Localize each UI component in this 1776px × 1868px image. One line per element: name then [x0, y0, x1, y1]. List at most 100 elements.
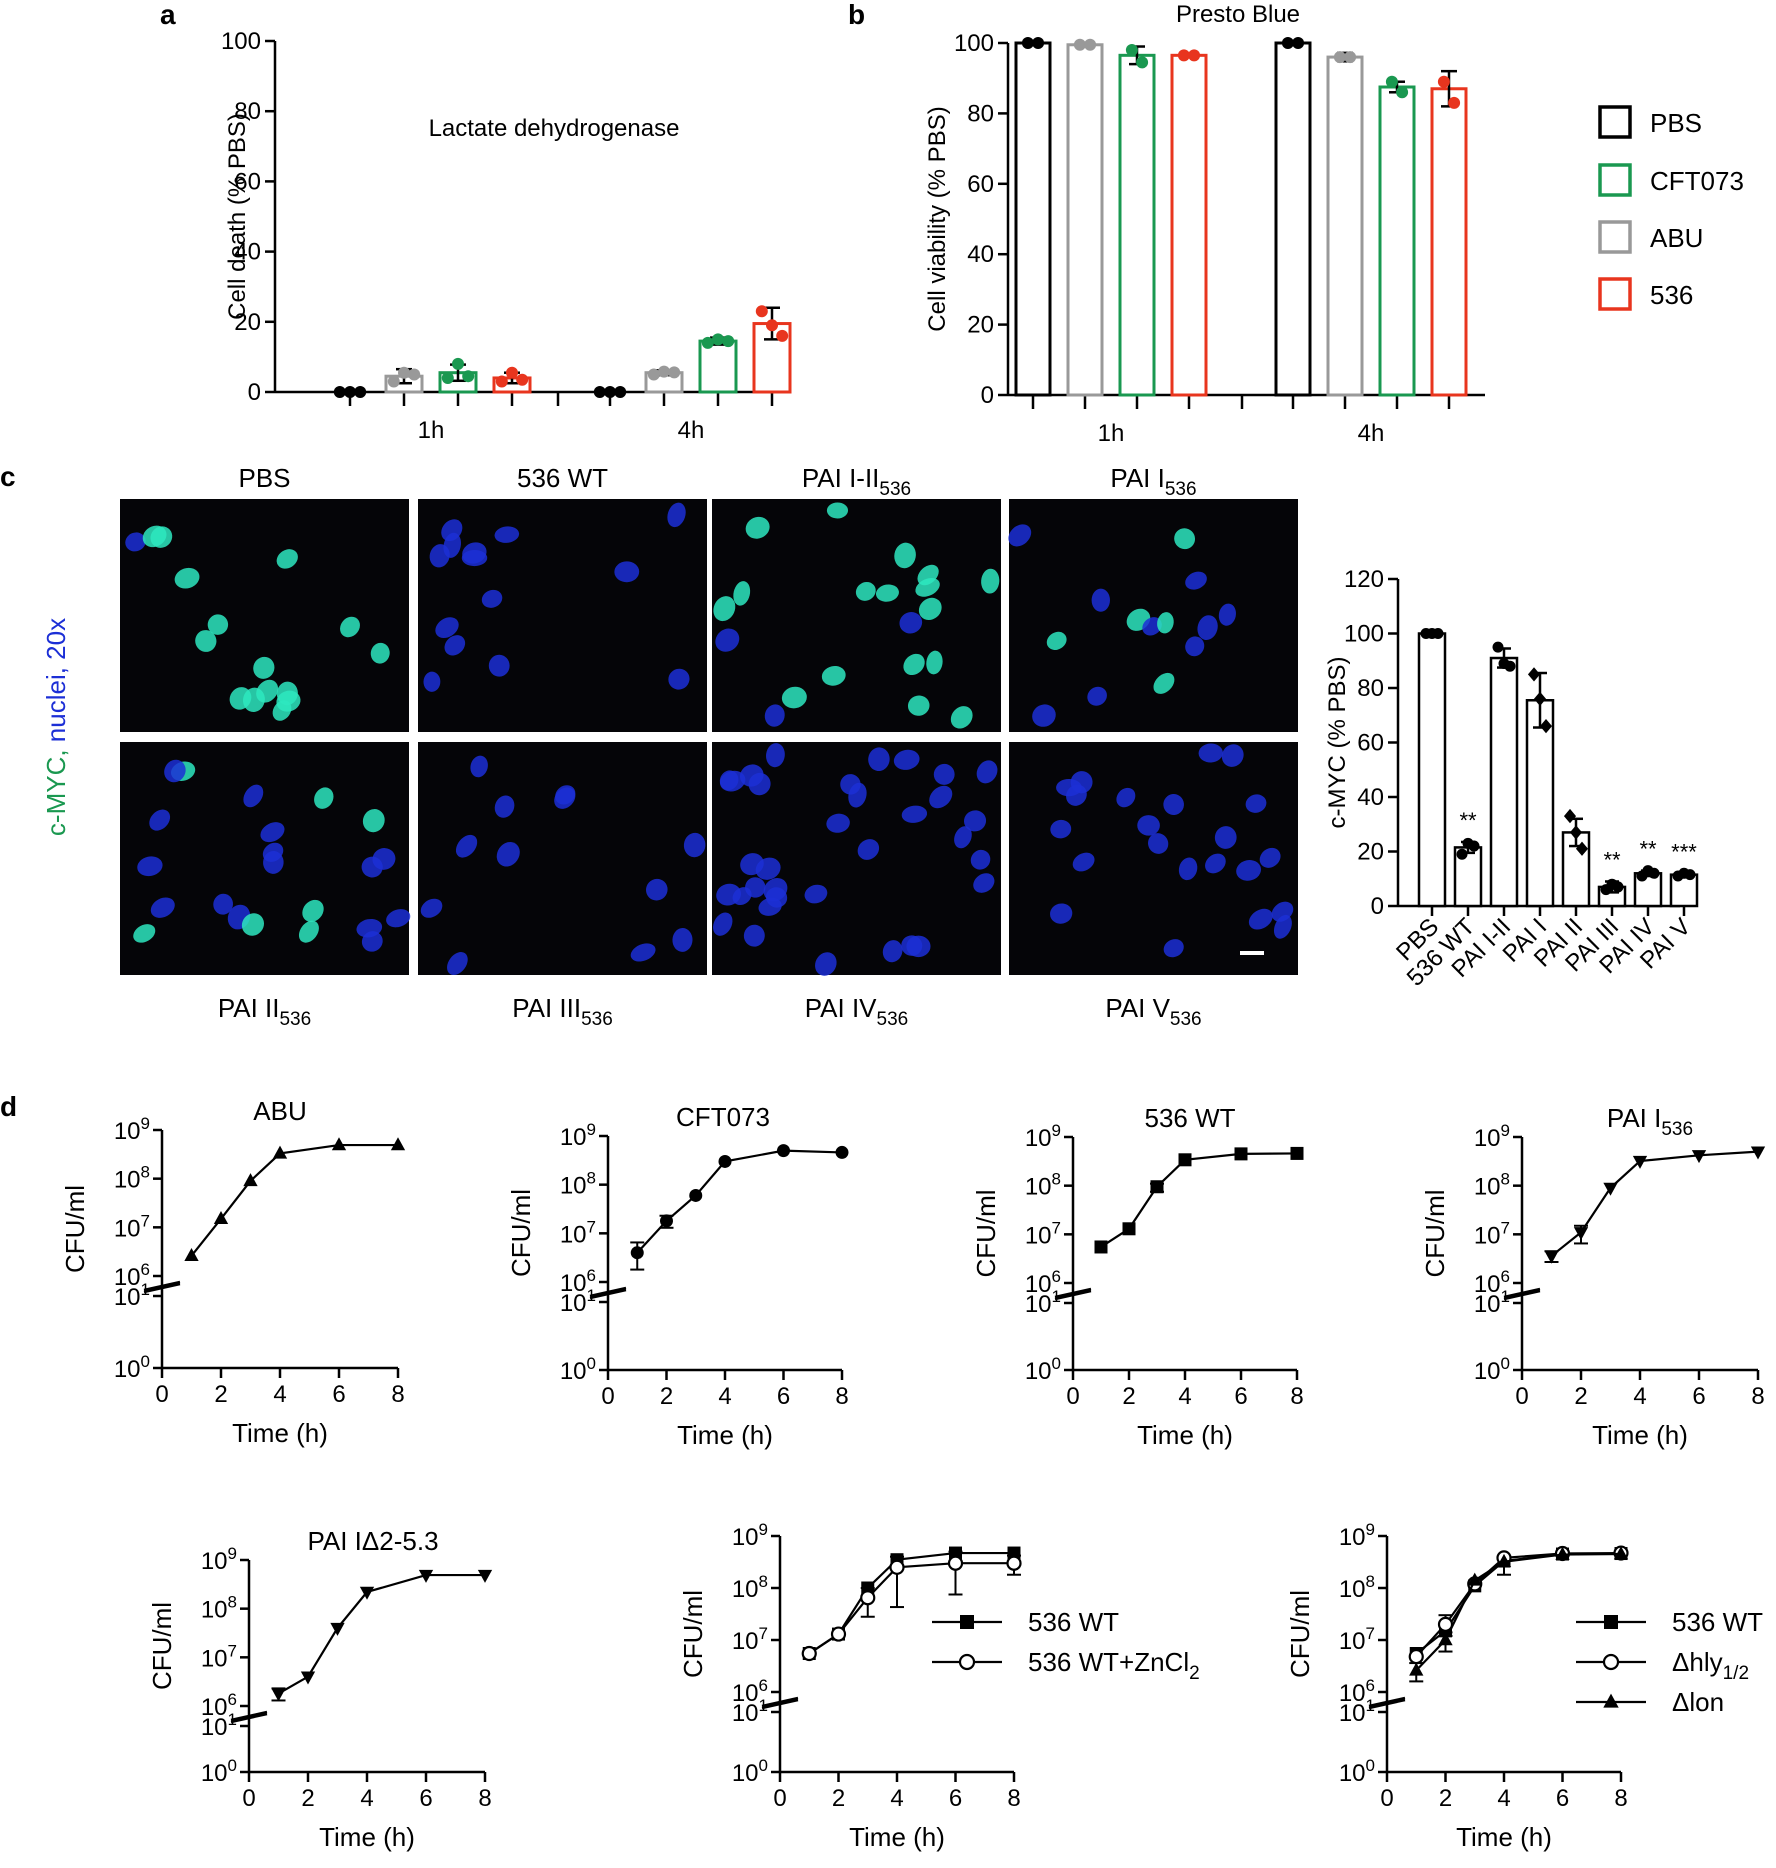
nucleus [1046, 631, 1067, 650]
x-tick-label: 2 [1439, 1785, 1452, 1812]
x-tick-label: 2 [832, 1785, 845, 1812]
nucleus [915, 578, 940, 597]
y-tick-label-sub: 8 [228, 1593, 237, 1612]
micrograph-title: 536 WT [517, 463, 608, 493]
y-tick-label-sub: 9 [759, 1520, 768, 1539]
y-tick-label-sub: 7 [759, 1624, 768, 1643]
y-tick-label: 108 [114, 1163, 150, 1194]
data-point [1648, 867, 1660, 879]
nucleus [804, 884, 828, 904]
data-point [1122, 1222, 1136, 1236]
micrograph-title-sub: 536 [877, 1009, 909, 1030]
y-tick-label: 100 [114, 1352, 150, 1383]
y-tick-label-sub: 6 [1366, 1676, 1375, 1695]
nucleus [174, 567, 200, 589]
nucleus [815, 952, 837, 976]
micrograph-title-base: PAI IV [805, 993, 877, 1023]
y-tick-label-sub: 7 [141, 1211, 150, 1230]
data-point [1612, 881, 1624, 893]
chart-title: CFT073 [676, 1102, 770, 1132]
data-point [1563, 808, 1577, 824]
legend-marker [1604, 1615, 1618, 1629]
x-axis-label: Time (h) [677, 1420, 773, 1450]
data-point [1492, 641, 1504, 653]
y-tick-label: 106 [732, 1676, 768, 1707]
nucleus [1157, 612, 1174, 634]
data-point [1408, 1648, 1424, 1665]
y-tick-label-sub: 8 [587, 1169, 596, 1188]
data-point [1344, 51, 1357, 64]
micrograph-title: PAI I536 [1110, 463, 1196, 500]
axis-break [589, 1288, 627, 1300]
y-tick-label: 100 [201, 1756, 237, 1787]
data-point [1684, 869, 1696, 881]
y-tick-label: 100 [954, 30, 994, 57]
x-tick-label: 0 [1515, 1383, 1528, 1410]
group-label: 1h [1098, 420, 1125, 447]
y-tick-label-base: 10 [201, 1645, 228, 1672]
data-point [668, 366, 681, 379]
data-point [630, 1246, 644, 1260]
y-tick-label: 109 [1025, 1121, 1061, 1152]
y-tick-label: 108 [201, 1593, 237, 1624]
data-point [271, 1688, 286, 1702]
y-tick-label-base: 10 [560, 1358, 587, 1385]
nucleus [1205, 853, 1226, 874]
bar-cft073-4h [1378, 85, 1416, 397]
nucleus [743, 924, 765, 947]
y-tick-label: 107 [114, 1211, 150, 1242]
nucleus [150, 897, 175, 918]
panel-letter-c: c [0, 461, 16, 492]
data-point [593, 386, 606, 398]
data-point [1613, 1546, 1629, 1560]
nucleus [1116, 787, 1136, 808]
nucleus [1087, 686, 1107, 706]
data-point [1006, 1555, 1022, 1571]
chart-title: Lactate dehydrogenase [429, 115, 680, 142]
nucleus [362, 809, 385, 833]
nucleus [857, 839, 880, 860]
micrograph-title: PAI II536 [218, 993, 311, 1030]
data-point [1544, 1250, 1559, 1264]
y-tick-label: 101 [1025, 1287, 1061, 1318]
data-point [604, 386, 616, 398]
bar-pai-i-ii [1489, 656, 1519, 908]
chart-title-base: PAI IΔ2-5.3 [307, 1526, 438, 1556]
y-tick-label-base: 10 [1474, 1358, 1501, 1385]
y-tick-label-base: 10 [201, 1714, 228, 1741]
nucleus [443, 532, 462, 558]
series-line [1550, 1150, 1759, 1257]
panel-letter-d: d [0, 1091, 17, 1122]
micrograph-title: PAI III536 [512, 993, 613, 1030]
y-tick-label: 100 [1344, 621, 1384, 648]
data-point [1438, 1632, 1453, 1646]
y-tick-label-sub: 9 [587, 1120, 596, 1139]
data-point [1136, 56, 1149, 69]
micrograph-title: PAI I-II536 [802, 463, 911, 500]
data-point [452, 357, 464, 370]
data-point [462, 370, 475, 383]
bar-pbs-1h [1014, 41, 1052, 397]
micrograph-title-sub: 536 [1165, 479, 1197, 500]
y-tick-label-base: 10 [201, 1694, 228, 1721]
group-label: 4h [678, 417, 705, 444]
nucleus [954, 826, 972, 849]
x-tick-label: 0 [773, 1785, 786, 1812]
data-point [722, 335, 735, 348]
nucleus [1050, 903, 1073, 924]
nucleus [164, 759, 186, 783]
y-tick-label: 106 [560, 1266, 596, 1297]
series-line [636, 1149, 843, 1254]
significance-label: ** [1459, 808, 1477, 833]
y-tick-label: 80 [967, 100, 994, 127]
nucleus [899, 612, 923, 634]
y-tick-label-sub: 1 [228, 1710, 237, 1729]
nucleus [907, 695, 930, 716]
x-axis-label: Time (h) [849, 1822, 945, 1852]
y-tick-label-base: 10 [1474, 1271, 1501, 1298]
nucleus [340, 616, 360, 638]
y-tick-label: 109 [732, 1520, 768, 1551]
y-tick-label-base: 10 [1474, 1174, 1501, 1201]
y-tick-label: 100 [1025, 1354, 1061, 1385]
